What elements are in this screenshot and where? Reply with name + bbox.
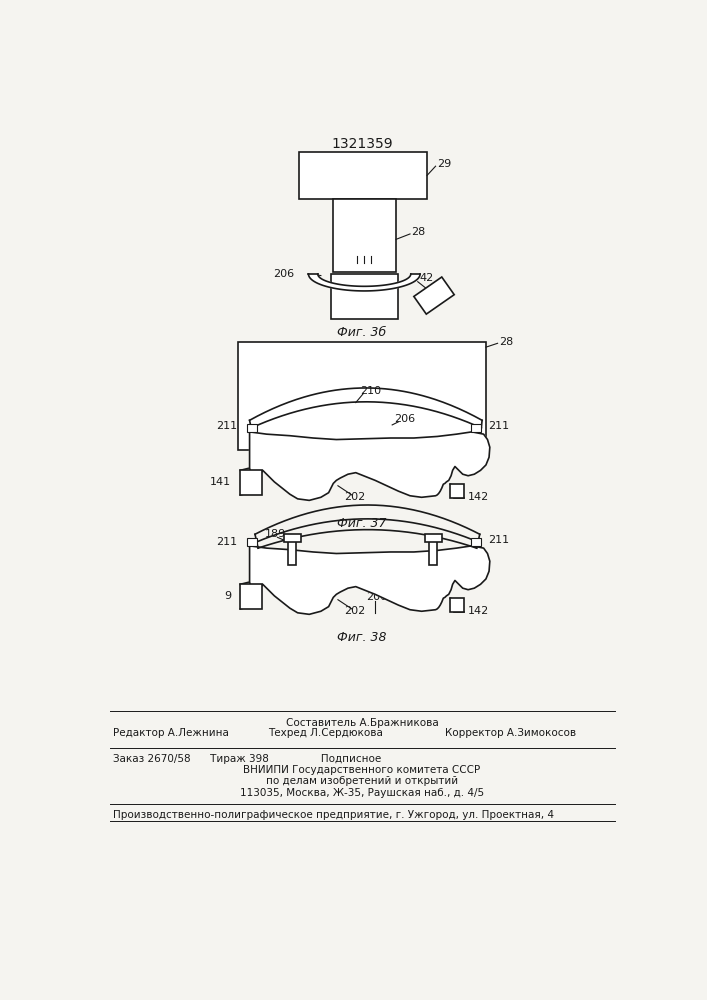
- Text: Корректор А.Зимокосов: Корректор А.Зимокосов: [445, 728, 576, 738]
- Bar: [425, 534, 442, 542]
- Bar: [240, 470, 262, 495]
- Bar: [472, 538, 481, 546]
- Text: 206: 206: [273, 269, 293, 279]
- Bar: [450, 484, 464, 498]
- Bar: [238, 342, 486, 450]
- Polygon shape: [250, 546, 490, 614]
- Bar: [472, 424, 481, 432]
- Bar: [429, 536, 437, 565]
- Text: Производственно-полиграфическое предприятие, г. Ужгород, ул. Проектная, 4: Производственно-полиграфическое предприя…: [113, 810, 554, 820]
- Text: 9: 9: [224, 591, 231, 601]
- Text: 211: 211: [489, 421, 510, 431]
- Text: 211: 211: [216, 421, 237, 431]
- Bar: [288, 536, 296, 565]
- Bar: [247, 424, 257, 432]
- Text: Составитель А.Бражникова: Составитель А.Бражникова: [286, 718, 438, 728]
- Text: Фиг. 37: Фиг. 37: [337, 517, 387, 530]
- Text: 211: 211: [489, 535, 510, 545]
- Text: Редактор А.Лежнина: Редактор А.Лежнина: [113, 728, 229, 738]
- Bar: [240, 584, 262, 609]
- Text: 202: 202: [344, 606, 366, 616]
- Text: 142: 142: [468, 492, 489, 502]
- Bar: [247, 538, 257, 546]
- Text: 28: 28: [499, 337, 513, 347]
- Text: 1321359: 1321359: [331, 137, 393, 151]
- Polygon shape: [308, 274, 420, 291]
- Text: 189: 189: [265, 529, 286, 539]
- Text: 206: 206: [366, 592, 387, 602]
- Bar: [332, 199, 396, 272]
- Text: 142: 142: [468, 606, 489, 616]
- Text: 210: 210: [360, 386, 381, 396]
- Text: 28: 28: [411, 227, 426, 237]
- Bar: [299, 152, 427, 199]
- Text: 42: 42: [419, 273, 433, 283]
- Bar: [331, 274, 397, 319]
- Bar: [284, 534, 300, 542]
- Polygon shape: [414, 277, 454, 314]
- Text: 202: 202: [344, 492, 366, 502]
- Text: по делам изобретений и открытий: по делам изобретений и открытий: [266, 776, 458, 786]
- Bar: [450, 598, 464, 612]
- Text: Заказ 2670/58      Тираж 398                Подписное: Заказ 2670/58 Тираж 398 Подписное: [113, 754, 381, 764]
- Text: 211: 211: [216, 537, 237, 547]
- Text: 141: 141: [210, 477, 231, 487]
- Text: 29: 29: [437, 159, 451, 169]
- Text: 206: 206: [395, 414, 416, 424]
- Text: Фиг. 38: Фиг. 38: [337, 631, 387, 644]
- Polygon shape: [250, 432, 490, 500]
- Text: 113035, Москва, Ж-35, Раушская наб., д. 4/5: 113035, Москва, Ж-35, Раушская наб., д. …: [240, 788, 484, 798]
- Text: Фиг. 3б: Фиг. 3б: [337, 326, 387, 339]
- Text: ВНИИПИ Государственного комитета СССР: ВНИИПИ Государственного комитета СССР: [243, 765, 481, 775]
- Text: Техред Л.Сердюкова: Техред Л.Сердюкова: [268, 728, 383, 738]
